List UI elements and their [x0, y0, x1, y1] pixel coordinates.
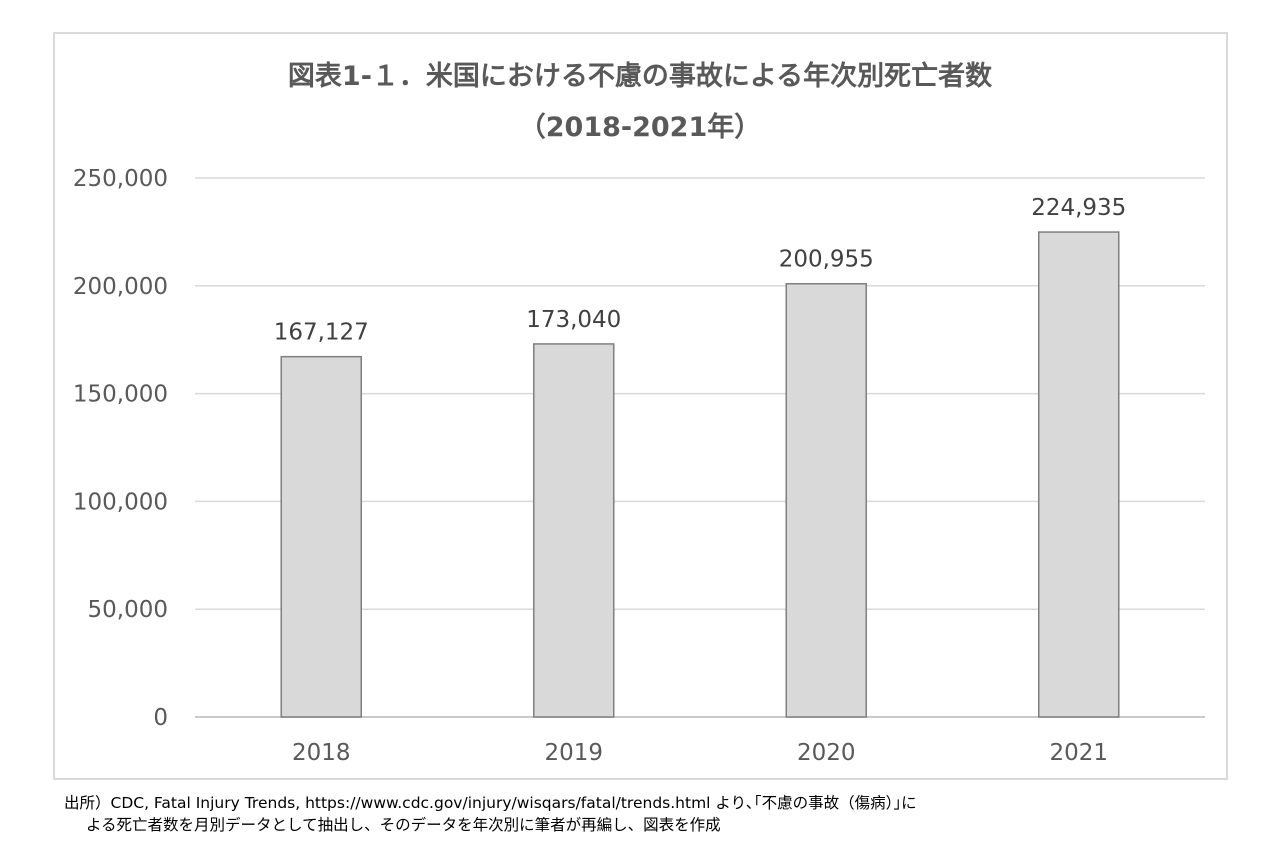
data-label-2019: 173,040	[526, 307, 621, 333]
chart-frame	[53, 32, 1228, 780]
data-labels: 167,127 173,040 200,955 224,935	[274, 195, 1127, 346]
chart-title-line1: 図表1-１．米国における不慮の事故による年次別死亡者数	[288, 60, 993, 92]
x-axis: 2018 2019 2020 2021	[292, 740, 1108, 766]
y-tick-label: 200,000	[73, 274, 168, 300]
data-label-2018: 167,127	[274, 320, 369, 346]
gridlines	[195, 177, 1205, 718]
x-tick-label-2021: 2021	[1049, 740, 1108, 766]
y-tick-label: 150,000	[73, 382, 168, 408]
x-tick-label-2018: 2018	[292, 740, 351, 766]
y-axis: 0 50,000 100,000 150,000 200,000 250,000	[73, 166, 168, 731]
bar-2018	[280, 355, 362, 718]
x-tick-label-2019: 2019	[544, 740, 603, 766]
source-note-line2: よる死亡者数を月別データとして抽出し、そのデータを年次別に筆者が再編し、図表を作…	[86, 816, 721, 834]
data-label-2020: 200,955	[779, 247, 874, 273]
bar-2020	[785, 282, 867, 718]
y-tick-label: 0	[153, 705, 168, 731]
data-label-2021: 224,935	[1031, 195, 1126, 221]
bar-2019	[533, 343, 615, 718]
y-tick-label: 100,000	[73, 489, 168, 515]
y-tick-label: 50,000	[88, 597, 168, 623]
source-note-line1: 出所）CDC, Fatal Injury Trends, https://www…	[64, 794, 917, 812]
chart-title-line2: （2018-2021年）	[519, 111, 762, 143]
y-tick-label: 250,000	[73, 166, 168, 192]
source-note: 出所）CDC, Fatal Injury Trends, https://www…	[64, 792, 1264, 836]
bars	[280, 231, 1120, 718]
x-tick-label-2020: 2020	[797, 740, 856, 766]
bar-2021	[1038, 231, 1120, 718]
